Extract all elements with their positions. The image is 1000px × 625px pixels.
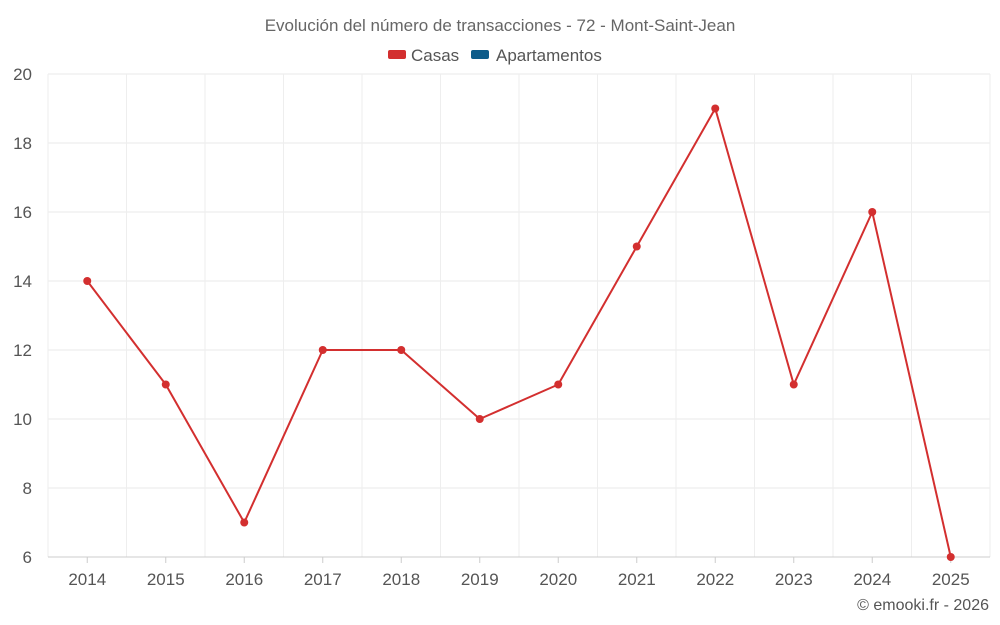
y-tick-label: 10 bbox=[13, 410, 32, 429]
data-point[interactable] bbox=[946, 553, 955, 561]
x-tick-label: 2020 bbox=[539, 570, 577, 589]
x-tick-label: 2024 bbox=[853, 570, 891, 589]
x-tick-label: 2017 bbox=[304, 570, 342, 589]
chart-title: Evolución del número de transacciones - … bbox=[265, 16, 736, 35]
data-point[interactable] bbox=[161, 380, 170, 389]
legend-label-casas: Casas bbox=[411, 46, 459, 65]
credit-text: © emooki.fr - 2026 bbox=[857, 597, 989, 614]
grid bbox=[47, 73, 991, 557]
legend: Casas Apartamentos bbox=[388, 46, 602, 65]
legend-swatch-casas bbox=[388, 50, 406, 59]
y-tick-label: 18 bbox=[13, 134, 32, 153]
y-tick-label: 16 bbox=[13, 203, 32, 222]
data-point[interactable] bbox=[554, 380, 563, 389]
data-point[interactable] bbox=[83, 277, 92, 285]
data-point[interactable] bbox=[397, 346, 406, 354]
x-tick-label: 2022 bbox=[696, 570, 734, 589]
x-axis-ticks: 2014 2015 2016 2017 2018 2019 2020 2021 2022 2023… bbox=[68, 557, 970, 589]
data-point[interactable] bbox=[475, 415, 484, 423]
series-layer bbox=[83, 104, 955, 561]
data-point[interactable] bbox=[868, 208, 877, 216]
legend-label-apartamentos: Apartamentos bbox=[496, 46, 602, 65]
y-tick-label: 6 bbox=[23, 548, 32, 567]
x-tick-label: 2025 bbox=[932, 570, 970, 589]
series-line-casas bbox=[86, 107, 952, 558]
x-tick-label: 2021 bbox=[618, 570, 656, 589]
y-axis-ticks: 6 8 10 12 14 16 18 20 bbox=[13, 65, 32, 567]
x-tick-label: 2018 bbox=[382, 570, 420, 589]
data-point[interactable] bbox=[240, 518, 249, 527]
legend-item-casas[interactable]: Casas bbox=[388, 46, 459, 65]
y-tick-label: 8 bbox=[23, 479, 32, 498]
x-tick-label: 2023 bbox=[775, 570, 813, 589]
x-tick-label: 2019 bbox=[461, 570, 499, 589]
x-tick-label: 2014 bbox=[68, 570, 106, 589]
data-point[interactable] bbox=[789, 380, 798, 389]
y-tick-label: 20 bbox=[13, 65, 32, 84]
legend-item-apartamentos[interactable]: Apartamentos bbox=[471, 46, 602, 65]
y-tick-label: 14 bbox=[13, 272, 32, 291]
x-tick-label: 2016 bbox=[225, 570, 263, 589]
data-point[interactable] bbox=[711, 104, 720, 113]
y-tick-label: 12 bbox=[13, 341, 32, 360]
data-point[interactable] bbox=[632, 242, 641, 251]
data-point[interactable] bbox=[318, 346, 327, 354]
legend-swatch-apartamentos bbox=[471, 50, 489, 59]
x-tick-label: 2015 bbox=[147, 570, 185, 589]
